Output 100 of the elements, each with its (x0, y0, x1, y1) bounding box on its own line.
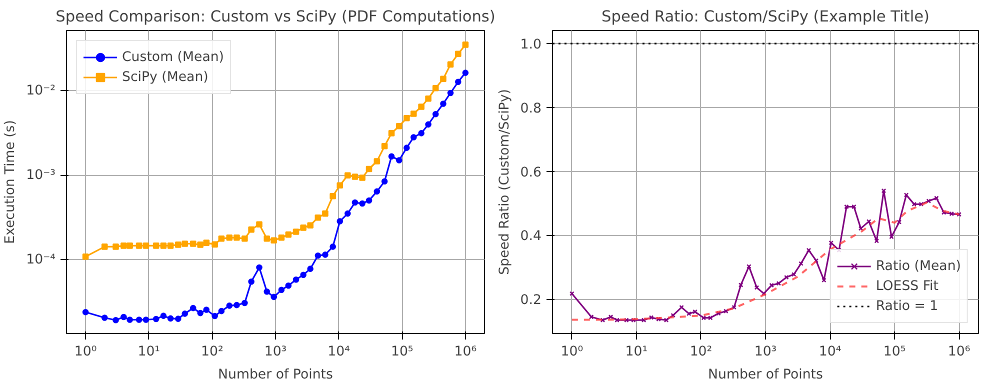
point (167, 242, 174, 249)
y-tick-label: 0.6 (520, 165, 542, 180)
point (822, 278, 826, 283)
point (167, 315, 174, 322)
x-tick-label: 10⁴ (328, 344, 350, 360)
point (270, 237, 278, 244)
point (858, 226, 864, 231)
point (285, 231, 292, 238)
point (732, 304, 737, 310)
x-tick-label: 10² (201, 344, 224, 360)
x-tick-label: 10¹ (138, 344, 160, 360)
point (242, 236, 248, 242)
point (344, 172, 351, 179)
point (462, 42, 469, 48)
point (175, 316, 182, 322)
point (374, 158, 380, 164)
point (248, 278, 254, 285)
x-tick-label: 10⁰ (74, 344, 97, 360)
point (852, 204, 856, 210)
y-tick-label: 10⁻² (26, 83, 56, 98)
point (152, 316, 160, 322)
point (359, 174, 366, 181)
point (197, 242, 204, 248)
point (322, 210, 328, 217)
point (359, 200, 366, 207)
point (160, 242, 167, 249)
y-tick-label: 10⁻³ (26, 168, 56, 183)
point (388, 153, 395, 160)
point (203, 240, 210, 246)
point (278, 286, 285, 294)
point (410, 110, 417, 117)
point (336, 218, 344, 224)
point (300, 272, 306, 278)
point (212, 312, 218, 320)
point (396, 122, 402, 130)
point (648, 315, 654, 320)
y-tick-label: 0.4 (520, 229, 542, 244)
point (874, 238, 880, 244)
point (307, 266, 314, 272)
point (226, 234, 233, 241)
point (234, 302, 240, 308)
point (949, 211, 954, 216)
y-tick-label: 0.2 (520, 293, 542, 308)
point (889, 234, 894, 240)
point (754, 285, 760, 290)
point (270, 294, 278, 300)
point (152, 242, 160, 249)
legend-label: Ratio (Mean) (876, 258, 961, 274)
point (418, 104, 424, 110)
point (926, 198, 932, 204)
point (447, 90, 454, 96)
point (670, 312, 676, 318)
point (454, 50, 462, 58)
legend-label: Ratio = 1 (876, 298, 938, 314)
chart-title: Speed Ratio: Custom/SciPy (Example Title) (602, 8, 930, 26)
point (322, 252, 328, 258)
point (798, 261, 804, 266)
x-tick-label: 10⁵ (390, 344, 414, 360)
point (844, 204, 849, 210)
x-axis-title: Number of Points (708, 368, 824, 382)
point (738, 282, 744, 288)
point (746, 264, 752, 269)
point (679, 304, 684, 310)
point (404, 144, 410, 151)
point (791, 272, 796, 277)
point (292, 228, 300, 235)
point (182, 240, 188, 247)
point (292, 276, 300, 283)
point (352, 199, 358, 206)
x-tick-label: 10³ (264, 344, 287, 360)
x-tick-label: 10⁶ (454, 344, 477, 360)
point (866, 219, 872, 224)
y-tick-label: 10⁻⁴ (26, 252, 56, 268)
point (440, 76, 446, 82)
legend-label: LOESS Fit (876, 278, 938, 294)
point (366, 166, 372, 172)
point (160, 312, 167, 319)
point (256, 221, 262, 228)
point (776, 280, 782, 286)
point (724, 308, 728, 314)
point (404, 114, 410, 122)
point (664, 318, 669, 323)
point (212, 241, 218, 248)
x-tick-label: 10⁵ (883, 344, 906, 360)
point (203, 306, 210, 313)
x-tick-label: 10⁴ (818, 344, 842, 360)
point (641, 318, 646, 323)
point (440, 100, 446, 107)
point (396, 157, 402, 164)
point (190, 240, 196, 247)
point (330, 192, 336, 200)
x-tick-label: 10⁶ (948, 344, 970, 360)
point (234, 234, 240, 241)
point (716, 310, 721, 316)
point (828, 240, 834, 246)
point (278, 234, 285, 241)
point (425, 121, 432, 128)
point (242, 300, 248, 306)
point (366, 197, 372, 204)
x-tick-label: 10³ (754, 344, 777, 360)
